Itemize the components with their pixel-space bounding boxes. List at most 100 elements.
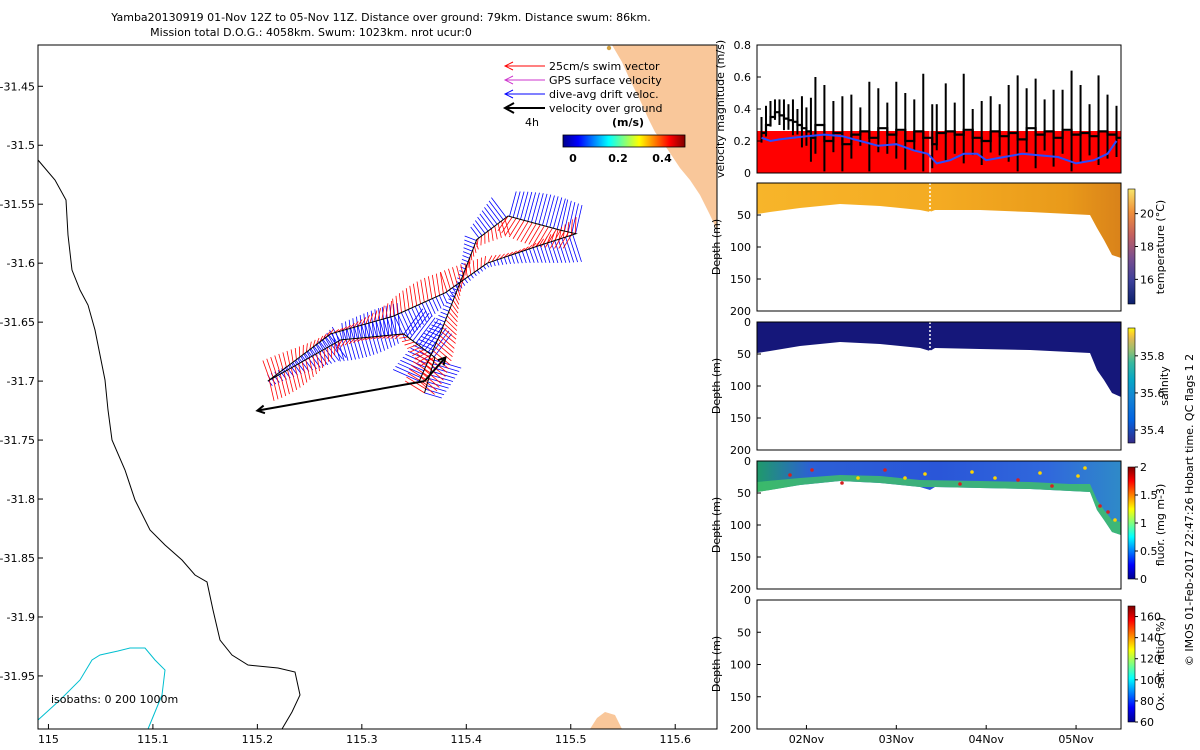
- swim-vector: [487, 255, 493, 264]
- fluorescence-flag-dot: [993, 476, 997, 480]
- oxygen-y-axis: 0 50 100 150 200: [730, 594, 761, 736]
- drift-vector: [393, 303, 397, 335]
- swim-vector: [491, 228, 494, 241]
- legend-label-over-ground: velocity over ground: [549, 102, 662, 115]
- drift-vector: [312, 346, 318, 354]
- swim-vector: [278, 353, 284, 370]
- drift-vector: [424, 392, 442, 399]
- drift-vector: [335, 332, 345, 362]
- swim-vector: [445, 319, 458, 331]
- velocity-drift-line: [761, 133, 1118, 165]
- fluorescence-field: [757, 461, 1121, 535]
- drift-vector: [425, 388, 445, 396]
- swim-vector: [416, 281, 421, 304]
- drift-vector: [350, 328, 360, 359]
- drift-vector: [389, 304, 393, 336]
- fluorescence-colorbar: [1127, 466, 1136, 580]
- drift-vector: [486, 263, 490, 268]
- drift-vector: [374, 309, 378, 337]
- swim-vector: [287, 369, 294, 393]
- drift-vector: [428, 377, 451, 386]
- map-colorbar-label: (m/s): [612, 116, 644, 129]
- headland-dot: [606, 45, 612, 51]
- swim-vector: [455, 292, 460, 301]
- drift-vector: [381, 306, 386, 336]
- date-tick-label: 04Nov: [968, 733, 1004, 746]
- velocity-y-tick-label: 0: [744, 167, 751, 180]
- temperature-panel: 50 100 150 200 Depth (m) 16 18 20 temperature…: [710, 182, 1167, 318]
- swim-vector: [520, 222, 533, 243]
- swim-vector: [340, 339, 347, 347]
- swim-vector: [345, 324, 351, 330]
- fluorescence-flag-dot: [958, 482, 962, 486]
- swim-vector: [298, 363, 304, 386]
- drift-vector: [448, 289, 455, 298]
- swim-vector: [389, 300, 392, 318]
- colorbar-tick-label: 0.5: [1140, 545, 1158, 558]
- velocity-panel: 0 0.2 0.4 0.6 0.8 velocity magnitude (m/s): [714, 39, 1122, 180]
- salinity-colorbar: [1127, 327, 1136, 444]
- drift-vector: [397, 313, 409, 338]
- depth-tick-label: 150: [730, 691, 751, 704]
- date-tick-label: 02Nov: [789, 733, 825, 746]
- drift-vector: [342, 330, 353, 361]
- swim-vector: [416, 353, 434, 366]
- drift-vector: [472, 223, 483, 236]
- oxygen-colorbar-ticks: 60 80 100 120 140 160: [1135, 611, 1161, 729]
- date-tick-label: 05Nov: [1058, 733, 1094, 746]
- drift-vector: [464, 235, 477, 241]
- drift-vector: [328, 334, 347, 358]
- drift-vector: [543, 243, 551, 263]
- swim-vector: [399, 336, 408, 339]
- swim-vector: [558, 231, 569, 249]
- swim-vector: [349, 323, 355, 329]
- swim-vector: [316, 337, 320, 345]
- swim-vector: [394, 333, 401, 340]
- swim-vector: [468, 261, 472, 275]
- depth-tick-label: 50: [737, 626, 751, 639]
- map-x-tick-label: 115: [38, 733, 59, 746]
- map-x-tick-label: 115.6: [659, 733, 691, 746]
- drift-vector: [364, 324, 375, 355]
- drift-vector: [461, 262, 467, 266]
- swim-vector: [404, 341, 415, 346]
- drift-vector: [359, 315, 363, 338]
- swim-vector: [272, 378, 279, 400]
- swim-vector: [424, 277, 429, 301]
- map-y-tick-label: -31.45: [0, 80, 35, 93]
- drift-vector: [428, 327, 441, 333]
- track-line: [267, 215, 578, 394]
- map-x-tick-label: 115.3: [346, 733, 378, 746]
- depth-tick-label: 150: [730, 273, 751, 286]
- fluorescence-colorbar-ticks: 0 0.5 1 1.5 2: [1135, 461, 1158, 586]
- map-y-tick-label: -31.9: [7, 611, 35, 624]
- swim-vector: [472, 260, 475, 273]
- drift-vector: [292, 362, 302, 375]
- swim-vector: [327, 347, 330, 362]
- drift-vector: [529, 248, 535, 263]
- drift-vector: [363, 313, 367, 338]
- drift-vector: [538, 193, 548, 225]
- swim-vector: [439, 334, 455, 349]
- swim-vector: [473, 245, 477, 253]
- depth-tick-label: 100: [730, 380, 751, 393]
- colorbar-tick-label: 0: [1140, 573, 1147, 586]
- drift-vector: [309, 349, 314, 356]
- drift-vector: [523, 191, 533, 221]
- drift-vector: [518, 252, 523, 264]
- drift-vector: [433, 321, 444, 326]
- drift-vector: [442, 308, 450, 312]
- legend-entry-gps: GPS surface velocity: [503, 74, 662, 87]
- swim-vector: [344, 338, 351, 346]
- drift-vector: [571, 203, 579, 233]
- colorbar-tick-label: 35.8: [1140, 350, 1165, 363]
- drift-vector: [368, 322, 378, 354]
- swim-vector: [348, 338, 355, 345]
- swim-vector: [531, 242, 537, 249]
- drift-vector: [462, 251, 472, 256]
- swim-vector: [407, 372, 428, 386]
- swim-vector: [549, 229, 561, 249]
- swim-vector: [306, 343, 308, 353]
- swim-vector: [536, 226, 549, 247]
- title-line-1: Yamba20130919 01-Nov 12Z to 05-Nov 11Z. …: [110, 11, 650, 24]
